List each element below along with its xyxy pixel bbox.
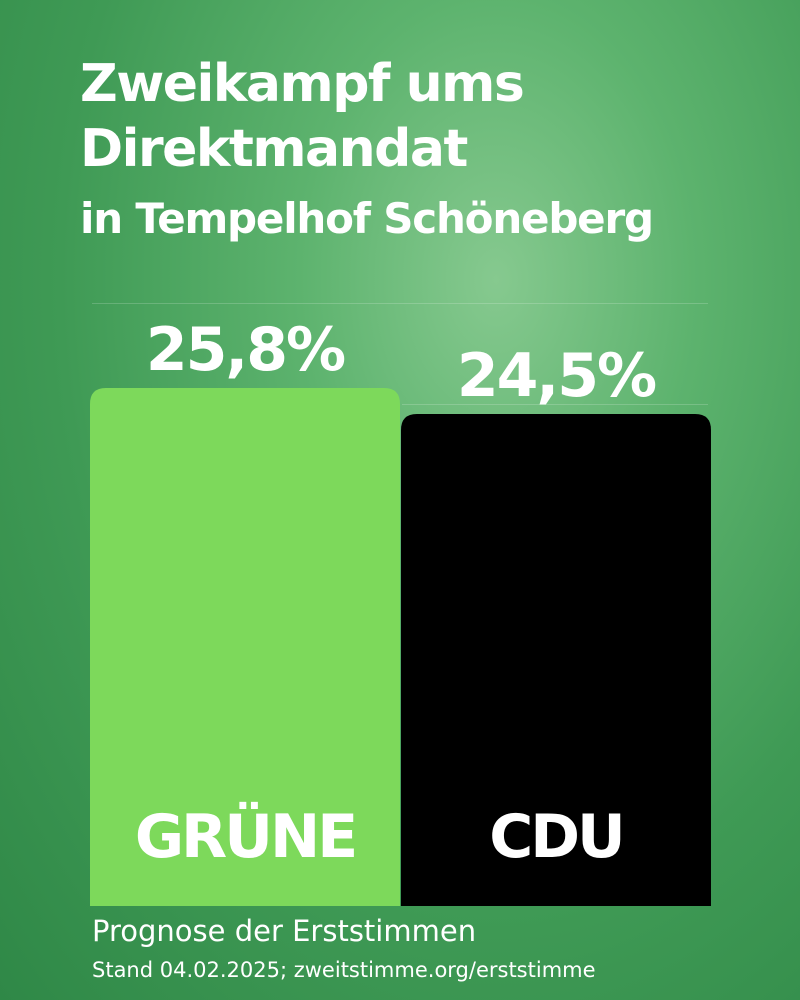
title-line-2: Direktmandat: [80, 119, 468, 179]
category-label-gruene: GRÜNE: [135, 801, 355, 872]
footer-source-title: Prognose der Erststimmen: [92, 914, 477, 948]
bar-cdu: [401, 414, 711, 906]
footer-source-date: Stand 04.02.2025; zweitstimme.org/erstst…: [92, 958, 596, 982]
bar-gruene: [90, 388, 400, 906]
title-line-1: Zweikampf ums: [80, 54, 525, 114]
reference-line-cdu: [402, 404, 708, 405]
reference-line-top: [92, 303, 708, 304]
value-label-cdu: 24,5%: [457, 341, 656, 411]
value-label-gruene: 25,8%: [146, 315, 345, 385]
title-line-3: in Tempelhof Schöneberg: [80, 194, 654, 243]
category-label-cdu: CDU: [489, 802, 623, 872]
